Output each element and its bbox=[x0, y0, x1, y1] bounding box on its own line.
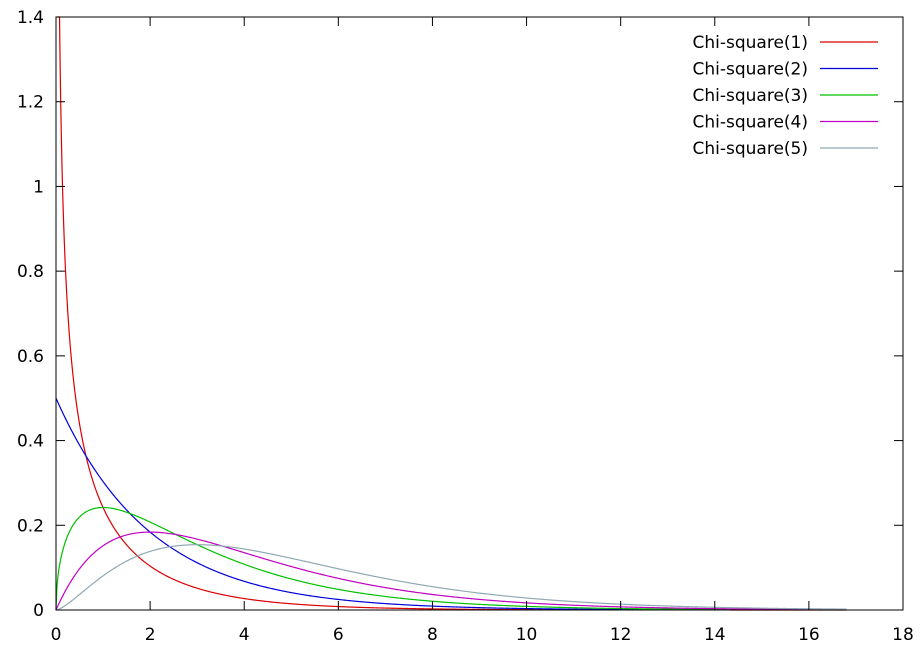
x-tick-label: 4 bbox=[239, 625, 250, 645]
y-tick-label: 1.2 bbox=[17, 93, 44, 113]
x-tick-label: 18 bbox=[892, 625, 914, 645]
legend-label: Chi-square(3) bbox=[693, 86, 809, 106]
series-line-chi-square-4 bbox=[55, 531, 847, 611]
legend-label: Chi-square(2) bbox=[693, 60, 809, 80]
x-tick-label: 14 bbox=[704, 625, 726, 645]
y-tick-label: 0 bbox=[33, 601, 44, 621]
x-tick-label: 8 bbox=[427, 625, 438, 645]
y-tick-label: 1 bbox=[33, 177, 44, 197]
series-line-chi-square-2 bbox=[55, 397, 847, 611]
legend-label: Chi-square(5) bbox=[693, 139, 809, 159]
x-tick-label: 12 bbox=[610, 625, 632, 645]
y-tick-label: 1.4 bbox=[17, 8, 44, 28]
x-tick-label: 10 bbox=[516, 625, 538, 645]
x-tick-label: 0 bbox=[51, 625, 62, 645]
x-tick-label: 2 bbox=[145, 625, 156, 645]
axis-tick-labels: 0 2 4 6 8 10 12 14 16 18 0 0.2 0.4 0.6 0.8 1 1.2 1.4 bbox=[17, 8, 914, 645]
legend-label: Chi-square(4) bbox=[693, 113, 809, 133]
y-tick-label: 0.6 bbox=[17, 347, 44, 367]
x-tick-label: 6 bbox=[333, 625, 344, 645]
legend: Chi-square(1) Chi-square(2) Chi-square(3) C… bbox=[693, 33, 878, 159]
y-tick-label: 0.8 bbox=[17, 262, 44, 282]
series-line-chi-square-3 bbox=[55, 506, 847, 611]
x-tick-label: 16 bbox=[798, 625, 820, 645]
y-tick-label: 0.2 bbox=[17, 516, 44, 536]
y-tick-label: 0.4 bbox=[17, 432, 44, 452]
legend-label: Chi-square(1) bbox=[693, 33, 809, 53]
plot-frame bbox=[55, 16, 904, 611]
series-line-chi-square-5 bbox=[55, 544, 847, 611]
